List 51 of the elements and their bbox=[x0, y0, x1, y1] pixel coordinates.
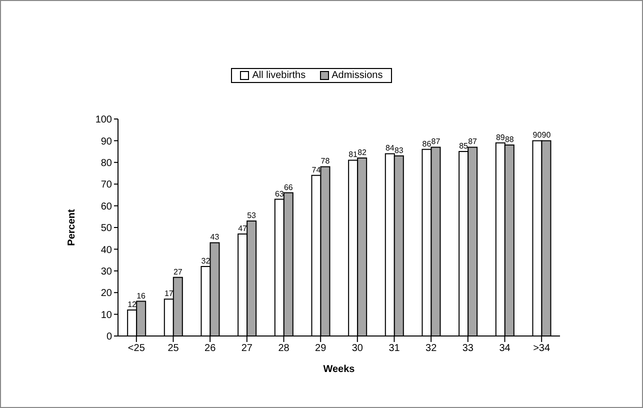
x-tick-label: 26 bbox=[204, 343, 216, 354]
x-axis-title: Weeks bbox=[323, 364, 356, 375]
y-tick-label: 60 bbox=[100, 201, 112, 212]
data-label: 83 bbox=[394, 146, 404, 155]
data-label: 12 bbox=[128, 300, 138, 309]
data-label: 81 bbox=[348, 150, 358, 160]
y-tick-label: 70 bbox=[100, 180, 112, 191]
data-label: 84 bbox=[385, 144, 395, 153]
y-tick-label: 10 bbox=[100, 310, 112, 321]
data-label: 17 bbox=[164, 289, 174, 298]
legend-label: All livebirths bbox=[251, 70, 306, 81]
x-tick-label: 28 bbox=[278, 343, 290, 354]
y-tick-label: 50 bbox=[100, 223, 112, 234]
data-label: 90 bbox=[532, 130, 542, 140]
data-label: 32 bbox=[201, 256, 211, 266]
y-tick-label: 20 bbox=[100, 288, 112, 300]
y-tick-label: 40 bbox=[100, 244, 112, 256]
data-label: 63 bbox=[274, 189, 284, 198]
x-tick-label: 25 bbox=[168, 343, 180, 354]
x-tick-label: 30 bbox=[352, 343, 364, 354]
data-label: 87 bbox=[431, 137, 441, 146]
legend-label: Admissions bbox=[330, 70, 383, 81]
data-label: 66 bbox=[284, 182, 294, 192]
data-label: 82 bbox=[358, 148, 368, 158]
y-tick-label: 100 bbox=[95, 114, 112, 126]
data-label: 86 bbox=[422, 139, 432, 148]
data-label: 74 bbox=[312, 165, 322, 174]
x-tick-label: 34 bbox=[499, 343, 511, 354]
x-tick-label: 31 bbox=[388, 343, 400, 354]
y-axis-title: Percent bbox=[66, 208, 78, 246]
data-label: 88 bbox=[504, 135, 514, 144]
data-label: 47 bbox=[238, 224, 248, 234]
x-tick-label: 29 bbox=[315, 343, 327, 354]
data-label: 43 bbox=[210, 232, 220, 242]
x-tick-label: >34 bbox=[533, 343, 550, 354]
y-tick-label: 90 bbox=[100, 136, 112, 148]
data-label: 90 bbox=[542, 130, 552, 140]
x-tick-label: 33 bbox=[462, 343, 474, 354]
data-label: 85 bbox=[459, 142, 469, 151]
y-tick-label: 30 bbox=[100, 266, 112, 278]
data-label: 78 bbox=[320, 156, 330, 166]
x-tick-label: 32 bbox=[426, 343, 438, 354]
data-label: 16 bbox=[136, 291, 146, 300]
data-label: 89 bbox=[496, 132, 506, 142]
y-tick-label: 80 bbox=[100, 158, 112, 169]
data-label: 27 bbox=[173, 267, 183, 276]
data-label: 53 bbox=[247, 210, 257, 220]
x-tick-label: 27 bbox=[241, 343, 253, 354]
x-tick-label: <25 bbox=[128, 343, 146, 354]
data-label: 87 bbox=[468, 137, 478, 146]
y-tick-label: 0 bbox=[106, 332, 112, 343]
